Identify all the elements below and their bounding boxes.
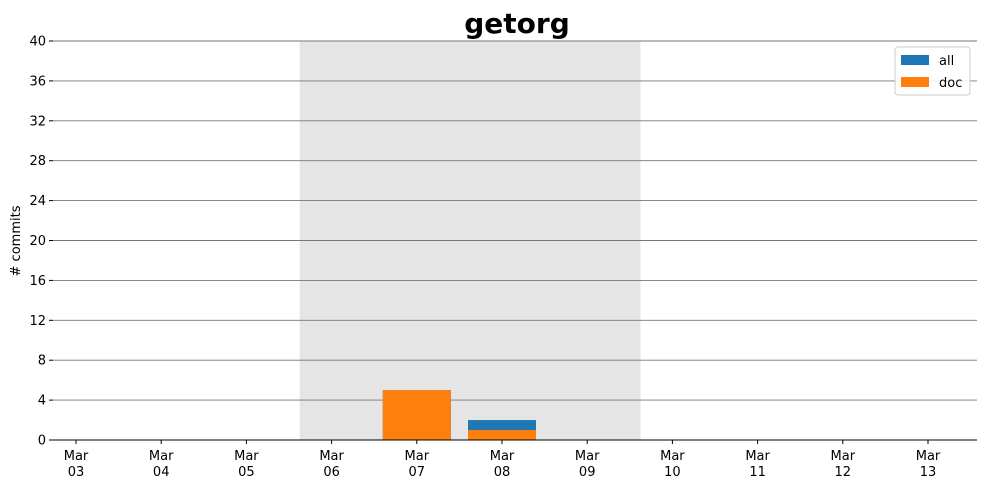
x-tick-label: Mar 12: [831, 449, 856, 480]
x-tick-day: 03: [68, 465, 85, 480]
x-tick-label: Mar 11: [745, 449, 770, 480]
x-tick-label: Mar 03: [64, 449, 89, 480]
bar-doc: [382, 390, 451, 440]
x-tick-month: Mar: [405, 449, 430, 464]
y-tick-label: 8: [38, 354, 46, 369]
x-tick-day: 08: [494, 465, 511, 480]
x-tick-day: 06: [323, 465, 340, 480]
legend-label-all: all: [939, 54, 954, 69]
x-tick-day: 05: [238, 465, 255, 480]
y-tick-label: 28: [29, 154, 46, 169]
x-tick-label: Mar 07: [405, 449, 430, 480]
chart-title: getorg: [464, 7, 570, 40]
legend-label-doc: doc: [939, 76, 962, 91]
x-tick-day: 04: [153, 465, 170, 480]
x-tick-month: Mar: [916, 449, 941, 464]
x-tick-month: Mar: [831, 449, 856, 464]
y-axis-label: # commits: [9, 205, 24, 276]
x-tick-day: 10: [664, 465, 681, 480]
x-tick-label: Mar 10: [660, 449, 685, 480]
x-tick-day: 13: [920, 465, 937, 480]
y-tick-label: 24: [29, 194, 46, 209]
y-tick-label: 12: [29, 314, 46, 329]
x-tick-month: Mar: [64, 449, 89, 464]
y-tick-label: 40: [29, 35, 46, 50]
x-tick-month: Mar: [234, 449, 259, 464]
y-tick-label: 36: [29, 74, 46, 89]
y-tick-label: 20: [29, 234, 46, 249]
x-tick-month: Mar: [319, 449, 344, 464]
y-tick-label: 16: [29, 274, 46, 289]
y-tick-label: 32: [29, 114, 46, 129]
bar-doc: [468, 430, 536, 440]
x-tick-day: 09: [579, 465, 596, 480]
x-tick-month: Mar: [745, 449, 770, 464]
x-tick-label: Mar 09: [575, 449, 600, 480]
x-tick-month: Mar: [149, 449, 174, 464]
x-tick-day: 11: [749, 465, 766, 480]
x-tick-month: Mar: [660, 449, 685, 464]
x-tick-month: Mar: [490, 449, 515, 464]
x-tick-day: 07: [409, 465, 426, 480]
legend-swatch-all: [901, 55, 929, 65]
legend-swatch-doc: [901, 77, 929, 87]
y-tick-label: 0: [38, 434, 46, 449]
y-tick-label: 4: [38, 394, 46, 409]
x-tick-label: Mar 08: [490, 449, 515, 480]
x-tick-label: Mar 13: [916, 449, 941, 480]
x-tick-month: Mar: [575, 449, 600, 464]
x-tick-day: 12: [835, 465, 852, 480]
x-tick-label: Mar 05: [234, 449, 259, 480]
x-tick-label: Mar 06: [319, 449, 344, 480]
x-tick-label: Mar 04: [149, 449, 174, 480]
legend: all doc: [894, 46, 971, 96]
